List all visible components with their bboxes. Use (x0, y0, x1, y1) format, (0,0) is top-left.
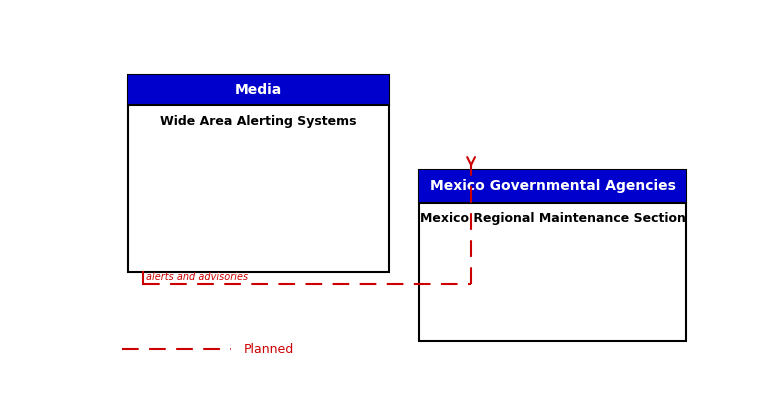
Text: Mexico Governmental Agencies: Mexico Governmental Agencies (430, 179, 676, 193)
Bar (420, 170, 687, 203)
Bar (128, 75, 389, 105)
Text: Media: Media (235, 83, 283, 97)
Bar (420, 170, 687, 341)
Text: Planned: Planned (244, 343, 294, 356)
Text: alerts and advisories: alerts and advisories (146, 272, 248, 282)
Text: Mexico Regional Maintenance Section: Mexico Regional Maintenance Section (420, 212, 686, 225)
Text: Wide Area Alerting Systems: Wide Area Alerting Systems (161, 115, 357, 128)
Bar (128, 75, 389, 272)
